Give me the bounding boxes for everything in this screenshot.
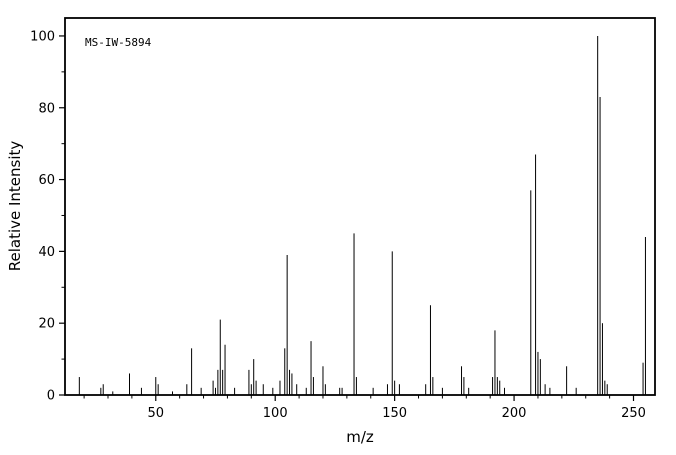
y-axis-label: Relative Intensity	[6, 140, 24, 272]
x-tick-label: 100	[263, 406, 288, 421]
x-tick-label: 250	[621, 406, 646, 421]
plot-frame	[64, 17, 656, 396]
y-tick-label: 40	[38, 245, 55, 260]
y-tick-label: 80	[38, 101, 55, 116]
y-tick-label: 0	[47, 389, 55, 404]
y-tick-label: 100	[30, 29, 55, 44]
x-tick-label: 150	[382, 406, 407, 421]
x-tick-label: 50	[147, 406, 164, 421]
spectrum-id-label: MS-IW-5894	[85, 36, 152, 49]
x-axis-label: m/z	[346, 428, 374, 446]
x-tick-label: 200	[502, 406, 527, 421]
y-tick-label: 20	[38, 317, 55, 332]
y-tick-label: 60	[38, 173, 55, 188]
